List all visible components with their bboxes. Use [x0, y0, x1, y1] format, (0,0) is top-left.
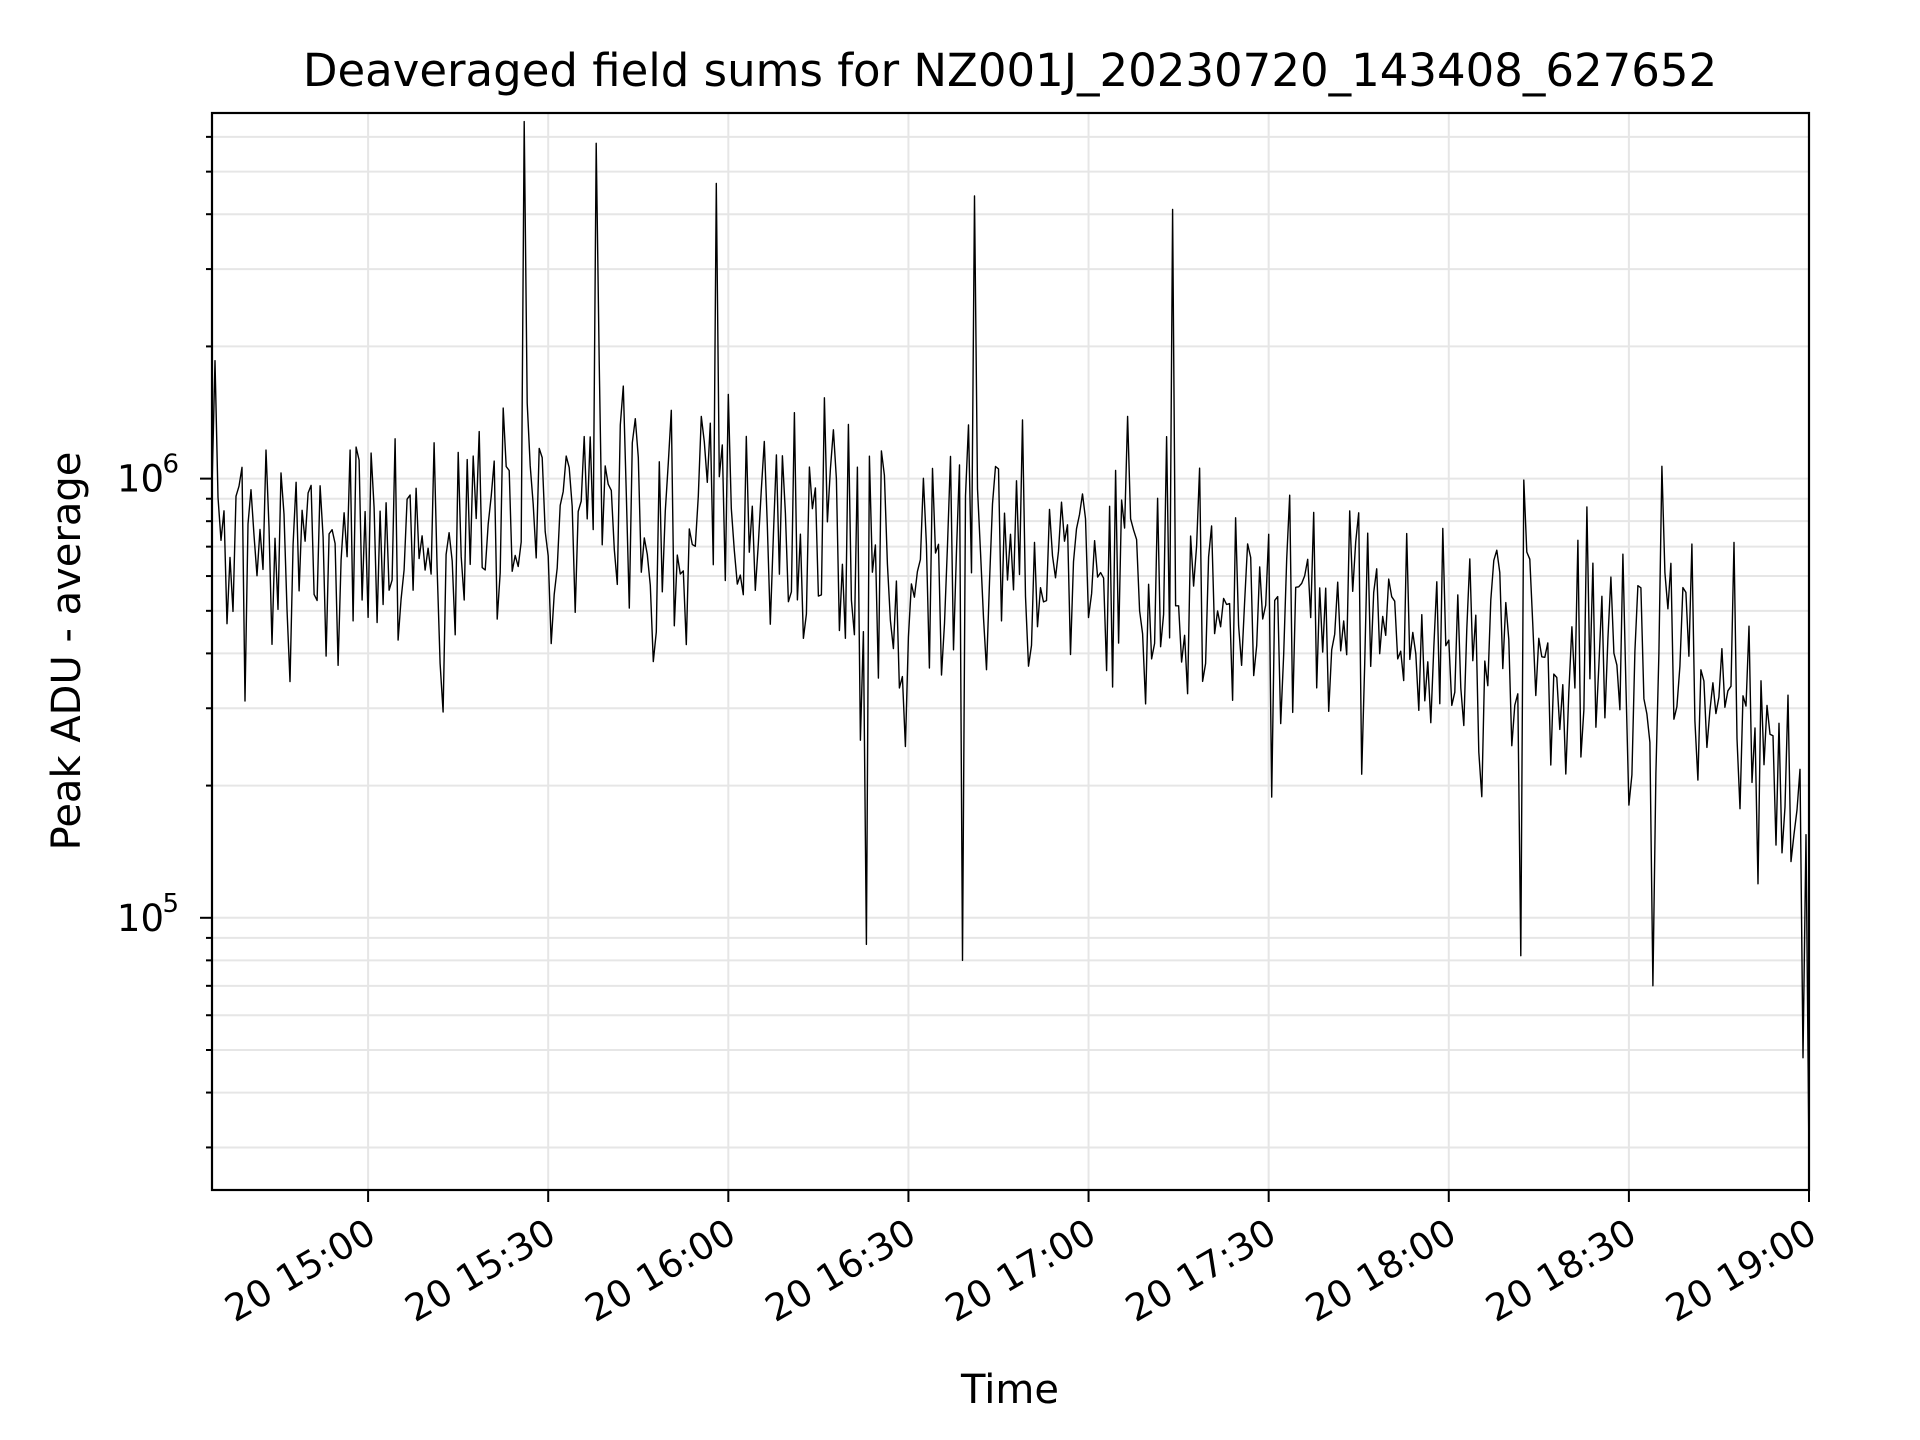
y-axis-label: Peak ADU - average — [44, 452, 90, 851]
y-tick-exponent: 5 — [162, 889, 179, 919]
series-group — [211, 120, 1810, 1161]
y-tick-label: 10 — [117, 897, 164, 940]
x-axis-label: Time — [960, 1367, 1059, 1413]
series-line — [211, 120, 1810, 1161]
y-tick-label: 10 — [117, 458, 164, 501]
grid — [212, 113, 1810, 1190]
plot-frame — [210, 111, 1811, 1192]
y-tick-exponent: 6 — [162, 450, 179, 480]
chart-title: Deaveraged field sums for NZ001J_2023072… — [303, 44, 1717, 97]
